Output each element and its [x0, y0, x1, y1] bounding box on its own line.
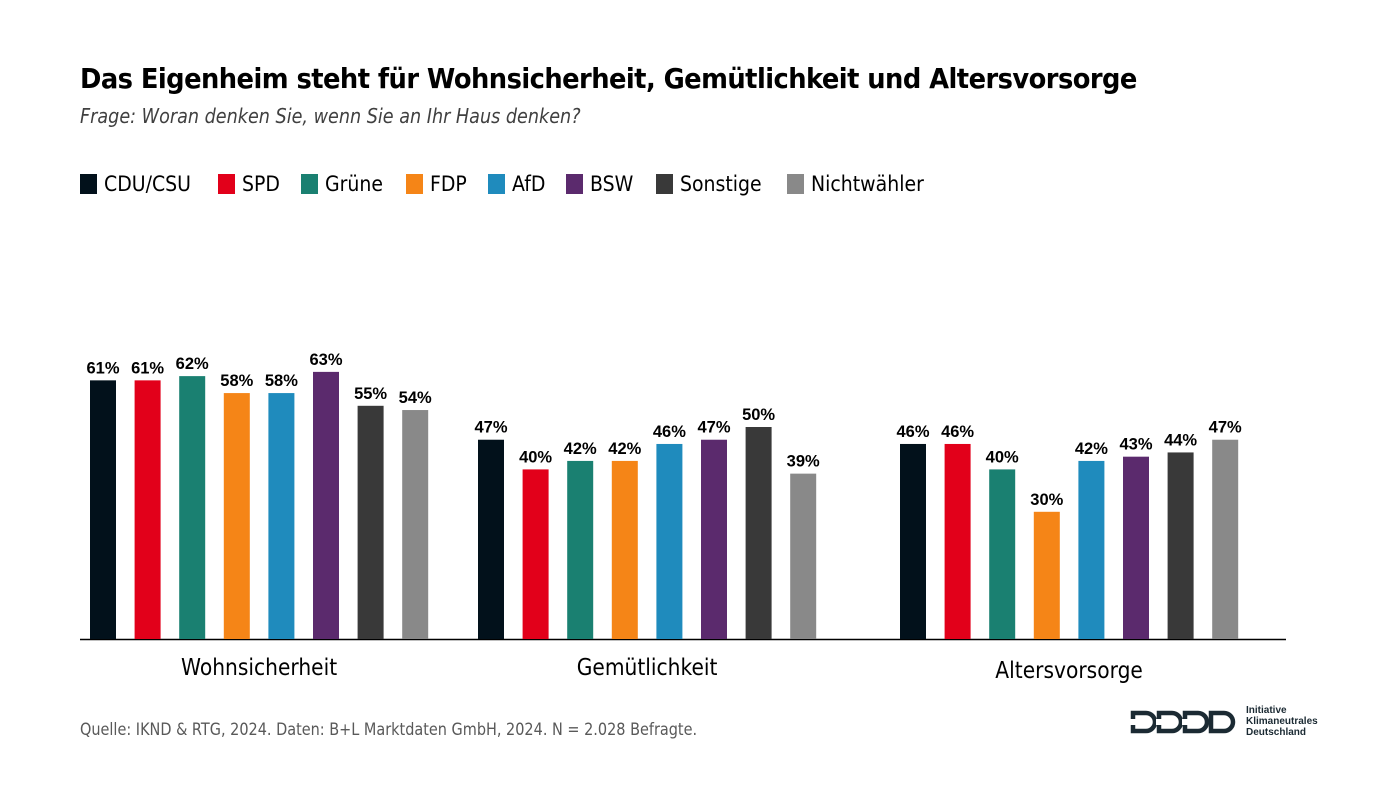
bar-fdp-wohnsicherheit — [223, 393, 250, 639]
chart-title: Das Eigenheim steht für Wohnsicherheit, … — [80, 62, 1137, 95]
legend-label: FDP — [430, 172, 468, 196]
legend-label: AfD — [512, 172, 546, 196]
bar-bsw-gemütlichkeit — [701, 439, 727, 639]
data-label: 40% — [986, 448, 1019, 466]
legend-item: CDU/CSU — [80, 172, 201, 196]
legend-swatch — [406, 174, 424, 194]
logo-line-3: Deutschland — [1246, 727, 1307, 738]
bar-sonstige-gemütlichkeit — [745, 427, 772, 639]
data-label: 55% — [354, 385, 387, 403]
legend-item: BSW — [566, 172, 638, 196]
data-label: 40% — [519, 448, 552, 466]
data-label: 30% — [1030, 491, 1063, 509]
legend-label: Sonstige — [679, 172, 762, 196]
source-note: Quelle: IKND & RTG, 2024. Daten: B+L Mar… — [80, 720, 698, 740]
legend-swatch — [80, 174, 97, 194]
data-label: 46% — [896, 423, 929, 441]
data-label: 47% — [1209, 419, 1242, 437]
legend-label: Nichtwähler — [811, 172, 925, 196]
bar-bsw-altersvorsorge — [1123, 456, 1149, 639]
data-label: 58% — [265, 372, 298, 390]
legend-label: BSW — [590, 172, 634, 196]
category-label: Gemütlichkeit — [577, 655, 718, 682]
data-label: 63% — [309, 351, 342, 369]
legend-swatch — [655, 174, 673, 194]
data-label: 42% — [1075, 440, 1108, 458]
data-label: 39% — [787, 453, 820, 471]
ikd-logo-icon — [1130, 710, 1236, 733]
bar-nichtw-hler-gemütlichkeit — [790, 473, 817, 639]
bar-afd-gemütlichkeit — [656, 443, 683, 639]
legend-swatch — [300, 174, 318, 194]
bar-bsw-wohnsicherheit — [313, 371, 339, 639]
category-label: Altersvorsorge — [995, 658, 1143, 685]
bar-cdu-csu-wohnsicherheit — [90, 380, 116, 639]
bar-afd-wohnsicherheit — [268, 393, 295, 639]
data-label: 50% — [742, 406, 775, 424]
legend-item: FDP — [406, 172, 471, 196]
bar-spd-gemütlichkeit — [522, 469, 549, 639]
bar-afd-altersvorsorge — [1078, 460, 1105, 639]
legend-item: Sonstige — [655, 172, 771, 196]
category-label: Wohnsicherheit — [181, 655, 337, 682]
bar-spd-wohnsicherheit — [134, 380, 161, 639]
legend-swatch — [488, 174, 506, 194]
legend-swatch — [566, 174, 584, 194]
logo-text: Initiative Klimaneutrales Deutschland — [1246, 705, 1318, 738]
logo-line-2: Klimaneutrales — [1246, 716, 1318, 727]
data-label: 42% — [608, 440, 641, 458]
legend-item: AfD — [488, 172, 549, 196]
bar-fdp-gemütlichkeit — [611, 460, 638, 639]
bar-spd-altersvorsorge — [944, 443, 971, 639]
bar-sonstige-wohnsicherheit — [357, 405, 384, 639]
chart-subtitle: Frage: Woran denken Sie, wenn Sie an Ihr… — [80, 104, 581, 128]
bar-gr-ne-gemütlichkeit — [567, 460, 594, 639]
legend-label: Grüne — [324, 172, 383, 196]
bar-sonstige-altersvorsorge — [1167, 452, 1194, 639]
data-label: 42% — [564, 440, 597, 458]
bar-nichtw-hler-wohnsicherheit — [402, 410, 429, 639]
bar-cdu-csu-altersvorsorge — [900, 443, 926, 639]
data-label: 43% — [1119, 436, 1152, 454]
data-label: 58% — [220, 372, 253, 390]
data-label: 47% — [474, 419, 507, 437]
legend-item: SPD — [217, 172, 284, 196]
bar-nichtw-hler-altersvorsorge — [1212, 439, 1239, 639]
data-label: 44% — [1164, 431, 1197, 449]
legend-label: SPD — [241, 172, 280, 196]
data-label: 62% — [176, 355, 209, 373]
logo: Initiative Klimaneutrales Deutschland — [1130, 705, 1318, 738]
data-label: 46% — [653, 423, 686, 441]
bar-chart: 61% 61% 62% 58% 58% 63% 55% 54% Wohnsicherheit 47… — [80, 351, 1286, 685]
legend-swatch — [787, 174, 805, 194]
data-label: 54% — [399, 389, 432, 407]
bar-cdu-csu-gemütlichkeit — [478, 439, 504, 639]
data-label: 46% — [941, 423, 974, 441]
logo-line-1: Initiative — [1246, 705, 1287, 716]
bar-gr-ne-altersvorsorge — [989, 469, 1016, 639]
bar-fdp-altersvorsorge — [1033, 511, 1060, 639]
data-label: 47% — [697, 419, 730, 437]
legend-swatch — [217, 174, 235, 194]
legend-item: Grüne — [300, 172, 389, 196]
bar-gr-ne-wohnsicherheit — [179, 376, 206, 639]
legend-item: Nichtwähler — [787, 172, 936, 196]
data-label: 61% — [86, 359, 119, 377]
legend-label: CDU/CSU — [104, 172, 191, 196]
legend: CDU/CSU SPD Grüne FDP AfD BSW Sonstige Nichtwäh… — [80, 172, 954, 196]
data-label: 61% — [131, 359, 164, 377]
